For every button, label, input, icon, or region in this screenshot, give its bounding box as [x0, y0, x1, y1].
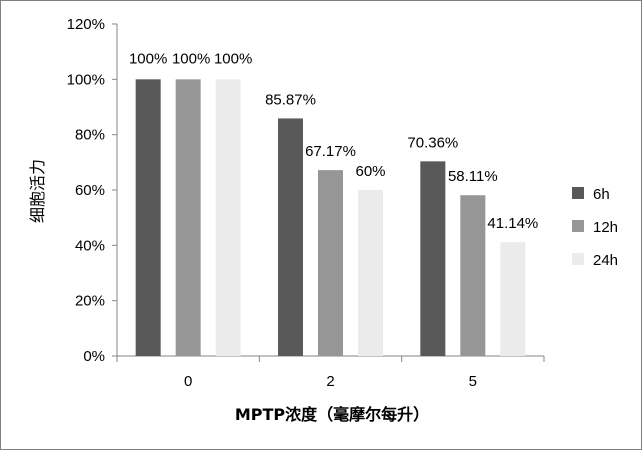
y-tick-label: 80%: [75, 127, 105, 144]
bar-6h-0: [135, 79, 161, 356]
y-tick-label: 20%: [75, 293, 105, 310]
data-labels: 100% 85.87% 70.36% 100% 67.17% 58.11% 100% 60% 4…: [129, 50, 538, 232]
bar-12h-2: [318, 170, 343, 356]
x-axis: 0 2 5: [116, 355, 545, 390]
legend-swatch-12h: [572, 220, 584, 232]
legend-label-12h: 12h: [593, 219, 618, 236]
data-label: 100%: [129, 50, 167, 67]
y-tick-label: 120%: [67, 16, 105, 33]
legend-swatch-6h: [572, 187, 584, 199]
y-axis: 0% 20% 40% 60% 80% 100% 120%: [67, 16, 118, 365]
legend-label-24h: 24h: [593, 252, 618, 269]
data-label: 58.11%: [448, 168, 498, 185]
x-tick-label: 5: [469, 373, 477, 390]
x-tick-label: 0: [184, 373, 192, 390]
data-label: 70.36%: [407, 134, 458, 151]
data-label: 85.87%: [265, 91, 316, 108]
legend: 6h 12h 24h: [572, 186, 618, 269]
y-tick-label: 40%: [75, 237, 105, 254]
y-tick-label: 60%: [75, 182, 105, 199]
legend-swatch-24h: [572, 253, 584, 265]
data-label: 100%: [172, 50, 210, 67]
bar-6h-5: [420, 161, 446, 356]
bar-24h-2: [358, 190, 383, 356]
bar-6h-2: [278, 118, 303, 356]
bar-12h-0: [175, 79, 201, 356]
bar-12h-5: [460, 195, 486, 356]
legend-label-6h: 6h: [593, 186, 610, 203]
data-label: 100%: [214, 50, 252, 67]
x-tick-label: 2: [326, 373, 334, 390]
data-label: 60%: [355, 163, 385, 180]
y-axis-title: 细胞活力: [28, 159, 47, 223]
y-tick-label: 0%: [83, 348, 105, 365]
data-label: 67.17%: [305, 143, 356, 160]
bar-24h-0: [215, 79, 241, 356]
bars: [135, 79, 526, 356]
y-tick-label: 100%: [67, 71, 105, 88]
bar-24h-5: [500, 242, 526, 356]
x-axis-title: MPTP浓度（毫摩尔每升）: [235, 405, 429, 424]
data-label: 41.14%: [487, 215, 538, 232]
